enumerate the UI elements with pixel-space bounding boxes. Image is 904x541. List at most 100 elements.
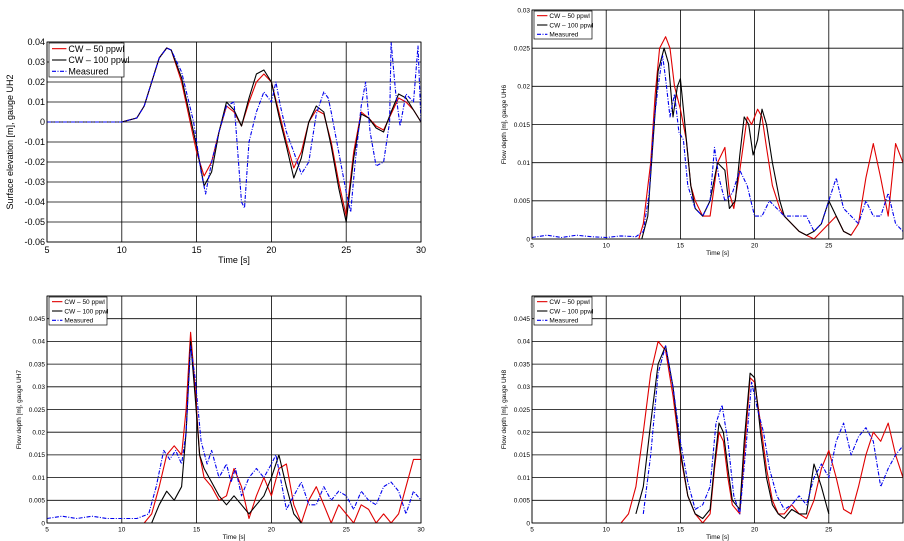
y-tick-label: -0.03 bbox=[24, 177, 45, 187]
x-tick-label: 20 bbox=[751, 243, 759, 250]
y-tick-label: 0.03 bbox=[517, 7, 530, 14]
x-tick-label: 20 bbox=[266, 245, 276, 255]
y-tick-label: 0.01 bbox=[517, 160, 530, 167]
y-tick-label: 0 bbox=[40, 117, 45, 127]
y-tick-label: 0.045 bbox=[29, 316, 46, 323]
y-tick-label: 0.025 bbox=[514, 407, 531, 414]
x-tick-label: 20 bbox=[268, 527, 276, 534]
y-tick-label: 0.015 bbox=[514, 122, 531, 129]
x-tick-label: 10 bbox=[603, 527, 611, 534]
y-axis-label: Flow depth [m], gauge UH8 bbox=[501, 370, 508, 450]
x-tick-label: 15 bbox=[677, 527, 685, 534]
y-axis-label: Flow depth [m], gauge UH7 bbox=[16, 370, 23, 450]
y-axis-label: Surface elevation [m], gauge UH2 bbox=[5, 74, 15, 209]
y-tick-label: -0.05 bbox=[24, 217, 45, 227]
y-tick-label: 0.025 bbox=[514, 45, 531, 52]
x-tick-label: 5 bbox=[45, 527, 49, 534]
axes-frame bbox=[46, 295, 422, 524]
x-tick-label: 10 bbox=[118, 527, 126, 534]
legend-entry: CW – 100 ppwl bbox=[549, 22, 594, 29]
x-tick-label: 10 bbox=[603, 243, 611, 250]
y-tick-label: 0.025 bbox=[29, 407, 46, 414]
y-tick-label: 0.015 bbox=[29, 452, 46, 459]
legend-entry: CW – 50 ppwl bbox=[549, 299, 590, 306]
x-tick-label: 15 bbox=[193, 527, 201, 534]
y-tick-label: 0.03 bbox=[32, 384, 45, 391]
y-tick-label: 0.03 bbox=[517, 384, 530, 391]
axes-frame bbox=[531, 295, 904, 524]
y-tick-label: -0.04 bbox=[24, 197, 45, 207]
y-tick-label: 0.005 bbox=[514, 498, 531, 505]
x-axis-label: Time [s] bbox=[223, 534, 246, 541]
y-tick-label: 0.035 bbox=[29, 361, 46, 368]
chart-panel-1: 5 10 15 20 25 30 -0.06 -0.05 -0.04 -0.03 -0.02 -0.0… bbox=[5, 37, 426, 265]
legend-entry: CW – 50 ppwl bbox=[68, 44, 124, 54]
series-line-cw100 bbox=[641, 47, 852, 239]
legend-entry: Measured bbox=[549, 318, 578, 325]
y-tick-label: 0 bbox=[526, 236, 530, 243]
series-line-measured bbox=[47, 345, 421, 520]
legend: CW – 50 ppwl CW – 100 ppwl Measured bbox=[533, 10, 594, 40]
chart-panel-2: 5 10 15 20 25 0 0.005 0.01 0.015 0.02 0.025 0.03 Tim… bbox=[501, 7, 904, 257]
y-tick-label: 0.01 bbox=[27, 97, 45, 107]
x-tick-label: 25 bbox=[825, 243, 833, 250]
legend-entry: Measured bbox=[64, 318, 93, 325]
x-tick-label: 15 bbox=[192, 245, 202, 255]
x-tick-label: 5 bbox=[530, 243, 534, 250]
series-line-cw100 bbox=[151, 340, 302, 523]
x-tick-label: 25 bbox=[343, 527, 351, 534]
x-tick-label: 15 bbox=[677, 243, 685, 250]
series-line-measured bbox=[47, 42, 421, 213]
y-tick-label: 0.01 bbox=[517, 475, 530, 482]
y-tick-label: 0.02 bbox=[517, 84, 530, 91]
y-tick-label: 0.02 bbox=[32, 429, 45, 436]
x-axis-label: Time [s] bbox=[706, 250, 729, 257]
y-tick-label: -0.06 bbox=[24, 237, 45, 247]
legend-entry: CW – 100 ppwl bbox=[64, 308, 109, 315]
y-tick-label: 0.04 bbox=[27, 37, 45, 47]
legend-entry: CW – 50 ppwl bbox=[549, 13, 590, 20]
series-line-measured bbox=[532, 55, 903, 239]
x-tick-label: 5 bbox=[530, 527, 534, 534]
legend-entry: CW – 100 ppwl bbox=[68, 55, 129, 65]
y-axis-label: Flow depth [m], gauge UH6 bbox=[501, 85, 508, 165]
x-tick-label: 30 bbox=[417, 527, 425, 534]
y-tick-label: 0.005 bbox=[514, 198, 531, 205]
legend-entry: Measured bbox=[549, 32, 578, 39]
y-tick-label: 0.035 bbox=[514, 361, 531, 368]
x-tick-label: 5 bbox=[44, 245, 49, 255]
chart-panel-3: 5 10 15 20 25 30 0 0.005 0.01 0.015 0.02 0.025 0.03 0… bbox=[16, 295, 425, 541]
y-tick-label: 0 bbox=[526, 520, 530, 527]
legend-entry: Measured bbox=[68, 66, 108, 76]
legend: CW – 50 ppwl CW – 100 ppwl Measured bbox=[48, 296, 109, 326]
y-tick-label: 0.02 bbox=[27, 77, 45, 87]
x-tick-label: 25 bbox=[825, 527, 833, 534]
x-tick-label: 25 bbox=[341, 245, 351, 255]
y-tick-label: 0.015 bbox=[514, 452, 531, 459]
y-tick-label: 0.02 bbox=[517, 429, 530, 436]
series-line-measured bbox=[642, 345, 903, 515]
chart-panel-4: 5 10 15 20 25 0 0.005 0.01 0.015 0.02 0.025 0.03 0.0… bbox=[501, 295, 904, 541]
x-axis-label: Time [s] bbox=[218, 255, 250, 265]
y-tick-label: 0.03 bbox=[27, 57, 45, 67]
x-axis-label: Time [s] bbox=[706, 534, 729, 541]
series-line-cw50 bbox=[143, 331, 421, 523]
x-tick-label: 30 bbox=[416, 245, 426, 255]
legend: CW – 50 ppwl CW – 100 ppwl Measured bbox=[533, 296, 594, 326]
x-tick-label: 20 bbox=[751, 527, 759, 534]
y-tick-label: -0.01 bbox=[24, 137, 45, 147]
y-tick-label: 0.045 bbox=[514, 316, 531, 323]
y-tick-label: 0 bbox=[41, 520, 45, 527]
y-tick-label: 0.005 bbox=[29, 498, 46, 505]
legend-entry: CW – 50 ppwl bbox=[64, 299, 105, 306]
axes-frame bbox=[531, 9, 904, 240]
axes-frame bbox=[46, 41, 422, 243]
y-tick-label: 0.01 bbox=[32, 475, 45, 482]
y-tick-label: 0.04 bbox=[32, 339, 45, 346]
x-tick-label: 10 bbox=[117, 245, 127, 255]
y-tick-label: -0.02 bbox=[24, 157, 45, 167]
y-tick-label: 0.04 bbox=[517, 339, 530, 346]
legend-entry: CW – 100 ppwl bbox=[549, 308, 594, 315]
